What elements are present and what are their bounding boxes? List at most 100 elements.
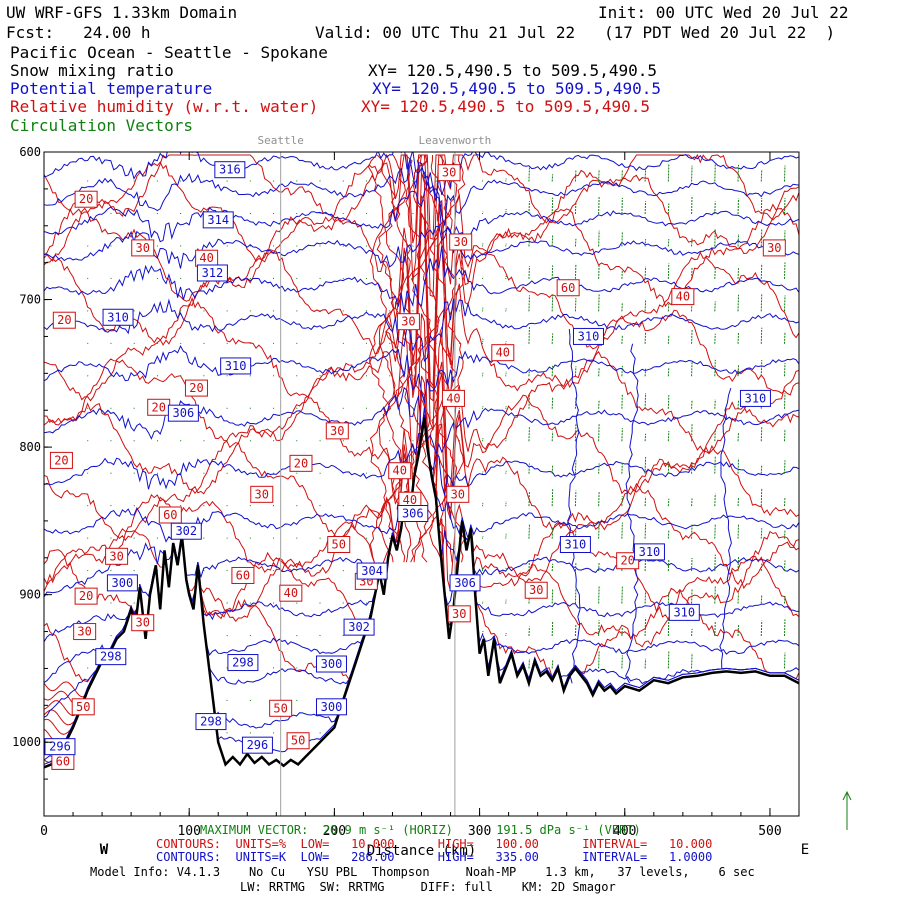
vector-arrow [272,244,275,247]
rh-label-text: 60 [163,508,177,522]
theta-label-box [44,738,76,756]
vector-arrow [110,406,112,409]
vector-arrow [319,277,321,280]
theta-contour-300 [44,414,799,718]
vector-arrow [272,569,275,572]
rh-label: 30 [250,485,274,503]
vector-arrow [156,472,159,474]
theta-label: 300 [315,655,347,673]
vector-arrow [598,463,600,474]
vector-arrow [272,503,275,507]
vector-arrow [365,406,368,409]
theta-label-text: 302 [348,620,370,634]
theta-label-box [95,648,127,666]
vector-arrow [574,397,577,409]
vector-arrow [365,179,368,182]
vector-arrow [737,333,740,344]
rh-label: 20 [147,398,171,416]
forecast-hour: Fcst: 24.00 h [6,23,151,42]
vector-arrow [412,212,414,215]
vector-arrow [226,471,228,474]
rh-label: 30 [73,623,97,641]
rh-label-text: 30 [330,424,344,438]
vector-arrow [574,588,577,604]
vector-arrow [272,341,275,344]
vector-arrow [481,601,484,604]
vector-arrow [296,667,298,669]
theta-label: 300 [315,698,347,716]
vector-arrow [644,617,647,636]
theta-label-box [214,161,246,179]
vector-arrow [110,536,112,539]
rh-label-text: 60 [236,568,250,582]
vector-arrow [365,504,368,507]
contour-labels: 20 30 40 20 20 20 20 30 20 30 60 30 60 40 50 20 30 30 50 60… [44,161,786,770]
vector-arrow [760,426,763,442]
rh-label-text: 30 [77,625,91,639]
rh-label-box [250,485,274,503]
vector-arrow [621,302,623,312]
vector-arrow [389,244,391,247]
vector-arrow [760,198,763,214]
vector-arrow [296,179,298,182]
rh-label: 50 [71,698,95,716]
vector-arrow [691,524,693,539]
vector-arrow [760,620,763,636]
vector-arrow [249,536,252,539]
vector-arrow [156,374,159,377]
vector-arrow [180,277,182,280]
vector-arrow [365,537,368,539]
vector-arrow [760,327,763,344]
vector-arrow [319,634,321,637]
field-theta-xy: XY= 120.5,490.5 to 509.5,490.5 [372,79,661,98]
rh-label: 30 [396,313,420,331]
x-tick-label: 500 [758,824,781,839]
vector-arrow [714,493,716,507]
vector-arrow [342,309,345,312]
vector-arrow [737,365,740,377]
rh-label-box [131,239,155,257]
vector-arrow [180,180,182,182]
rh-label: 20 [74,587,98,605]
rh-label-text: 40 [403,493,417,507]
rh-label-text: 20 [57,313,71,327]
rh-contour-mountain [420,154,441,563]
vector-arrow [481,211,484,215]
vector-arrow [296,569,298,572]
vector-arrow [249,471,252,474]
vector-arrow [458,342,461,345]
vector-arrow [551,197,554,214]
vector-arrow [621,627,623,637]
rh-label: 30 [105,547,129,565]
theta-contour-316 [44,298,799,363]
vector-arrow [714,301,716,312]
vector-arrow [551,234,554,247]
rh-label-box [73,623,97,641]
rh-label-box [74,587,98,605]
vector-arrow [691,329,693,344]
rh-label-text: 50 [76,700,90,714]
vector-arrow [667,430,670,442]
vector-arrow [783,429,786,442]
vector-arrow [551,294,554,312]
vector-arrow [644,589,647,604]
vector-arrow [87,407,89,409]
vector-arrow [551,265,554,279]
vector-arrow [621,428,623,442]
vector-arrow [226,601,228,604]
vector-arrow [133,569,135,572]
theta-label-box [668,603,700,621]
vector-arrow [203,180,205,182]
vector-arrow [621,586,623,604]
vector-arrow [133,342,135,345]
vector-arrow [389,375,391,377]
axes: 0 100 200 300 400 500 600 700 800 900 1000 Distance… [12,145,852,859]
theta-label: 310 [668,603,700,621]
theta-label: 298 [227,654,259,672]
vector-arrow [365,439,368,442]
theta-contour-314 [44,344,799,404]
vector-arrow [249,602,252,604]
field-rh-xy: XY= 120.5,490.5 to 509.5,490.5 [361,97,650,116]
vector-arrow [667,203,670,214]
vector-arrow [574,460,577,474]
